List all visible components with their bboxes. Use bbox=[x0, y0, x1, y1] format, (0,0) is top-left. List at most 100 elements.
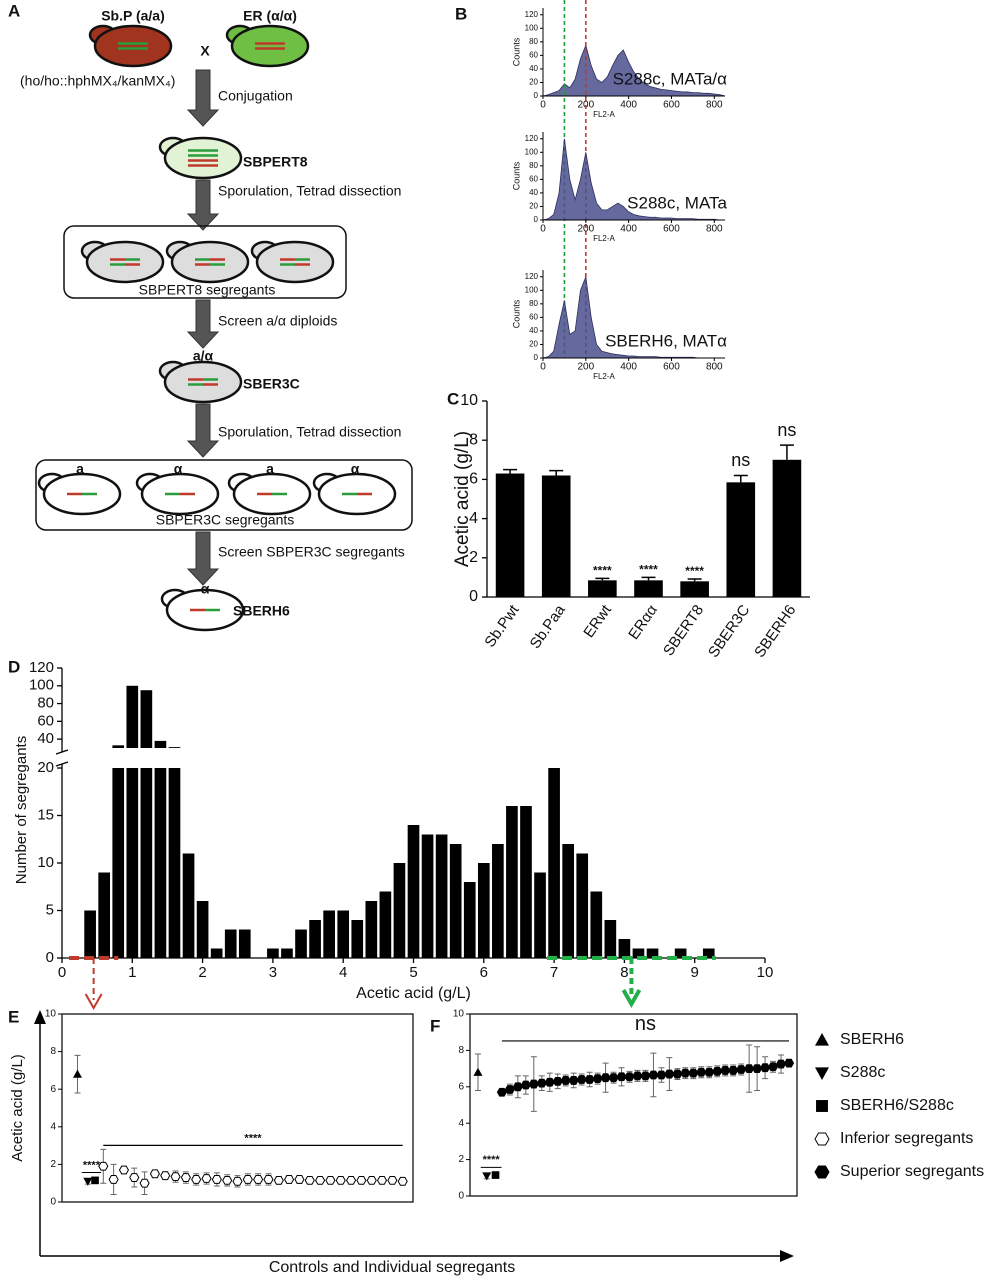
marker bbox=[149, 1169, 160, 1179]
marker bbox=[242, 1175, 253, 1184]
y-tick-label: 80 bbox=[529, 161, 538, 170]
plot-title: SBERH6, MATα bbox=[605, 331, 727, 350]
y-tick-label: 10 bbox=[37, 854, 54, 871]
legend-label: SBERH6/S288c bbox=[840, 1097, 954, 1114]
x-tick-label: 200 bbox=[577, 224, 594, 235]
y-tick-label: 100 bbox=[525, 23, 539, 32]
bar bbox=[309, 920, 321, 958]
marker bbox=[760, 1063, 771, 1073]
bar bbox=[576, 853, 589, 958]
y-tick-label: 100 bbox=[525, 285, 539, 294]
bar bbox=[267, 948, 279, 958]
marker bbox=[624, 1072, 635, 1082]
significance: **** bbox=[83, 1159, 101, 1171]
error-bar bbox=[503, 468, 518, 474]
mating-type: a bbox=[76, 461, 84, 477]
legend-marker bbox=[814, 1165, 830, 1179]
marker bbox=[160, 1171, 171, 1181]
mating-type: α bbox=[351, 461, 360, 477]
marker bbox=[744, 1064, 755, 1073]
y-axis-label: Acetic acid (g/L) bbox=[9, 1054, 26, 1162]
bar bbox=[393, 863, 406, 958]
legend-marker bbox=[814, 1132, 830, 1146]
marker bbox=[704, 1067, 715, 1077]
marker bbox=[211, 1175, 222, 1184]
bar bbox=[534, 872, 546, 958]
y-tick-label: 80 bbox=[529, 37, 538, 46]
bar bbox=[351, 920, 364, 958]
bar bbox=[295, 929, 307, 958]
legend-label: Superior segregants bbox=[840, 1163, 984, 1180]
significance: ns bbox=[635, 1013, 656, 1035]
bar-upper bbox=[140, 690, 153, 748]
y-tick-label: 10 bbox=[460, 392, 478, 409]
bar-upper bbox=[168, 747, 181, 748]
marker bbox=[284, 1175, 295, 1184]
x-tick-label: 10 bbox=[757, 964, 774, 981]
parent-label: Sb.P (a/a) bbox=[101, 8, 165, 24]
bar bbox=[646, 948, 659, 958]
marker bbox=[536, 1078, 547, 1088]
bar-upper bbox=[126, 685, 139, 748]
x-axis-label: Controls and Individual segregants bbox=[269, 1259, 515, 1276]
bar bbox=[84, 910, 96, 958]
y-tick-label: 20 bbox=[37, 759, 54, 776]
marker bbox=[345, 1175, 357, 1185]
y-tick-label: 60 bbox=[529, 312, 538, 321]
marker bbox=[191, 1175, 202, 1184]
panel-label: D bbox=[8, 657, 20, 676]
marker bbox=[473, 1067, 483, 1076]
x-tick-label: 1 bbox=[128, 964, 136, 981]
bar bbox=[407, 825, 420, 958]
box-label: SBPERT8 segregants bbox=[139, 282, 276, 298]
marker bbox=[397, 1176, 408, 1186]
marker bbox=[656, 1070, 667, 1080]
y-tick-label: 15 bbox=[37, 806, 54, 823]
x-tick-label: 0 bbox=[58, 964, 66, 981]
bar bbox=[463, 882, 476, 958]
marker bbox=[608, 1073, 619, 1083]
step-label: Screen SBPER3C segregants bbox=[218, 544, 405, 560]
x-tick-label: 2 bbox=[198, 964, 206, 981]
marker bbox=[512, 1082, 523, 1092]
significance: ns bbox=[731, 450, 750, 470]
x-tick-label: 8 bbox=[620, 964, 628, 981]
marker bbox=[366, 1175, 377, 1185]
legend-marker bbox=[815, 1067, 829, 1080]
range-arrow-head bbox=[621, 989, 642, 1009]
step-label: Conjugation bbox=[218, 88, 293, 104]
marker bbox=[736, 1065, 747, 1074]
y-tick-label: 0 bbox=[469, 588, 478, 605]
bar bbox=[772, 459, 802, 597]
x-axis-label: FL2-A bbox=[593, 372, 615, 381]
marker bbox=[632, 1071, 643, 1081]
significance: **** bbox=[483, 1154, 501, 1166]
marker bbox=[720, 1066, 731, 1075]
x-tick-label: 400 bbox=[620, 100, 637, 111]
marker bbox=[600, 1073, 611, 1083]
bar bbox=[196, 901, 209, 958]
y-tick-label: 100 bbox=[29, 677, 54, 694]
x-tick-label: 0 bbox=[540, 100, 546, 111]
bar bbox=[632, 948, 645, 958]
y-tick-label: 0 bbox=[534, 215, 539, 224]
marker bbox=[83, 1177, 93, 1186]
bar bbox=[674, 948, 687, 958]
y-tick-label: 2 bbox=[50, 1159, 56, 1170]
bar bbox=[112, 768, 125, 958]
bar bbox=[449, 844, 462, 958]
marker bbox=[304, 1175, 315, 1185]
error-bar bbox=[687, 578, 702, 582]
bar bbox=[726, 482, 756, 597]
y-tick-label: 40 bbox=[529, 188, 538, 197]
bar bbox=[238, 929, 251, 958]
marker bbox=[752, 1064, 763, 1073]
marker bbox=[680, 1068, 691, 1078]
error-bar bbox=[595, 577, 610, 581]
marker bbox=[201, 1174, 212, 1183]
panel-label: C bbox=[447, 389, 459, 408]
axis-break bbox=[55, 749, 69, 755]
cell bbox=[163, 360, 243, 404]
bar bbox=[126, 768, 139, 958]
